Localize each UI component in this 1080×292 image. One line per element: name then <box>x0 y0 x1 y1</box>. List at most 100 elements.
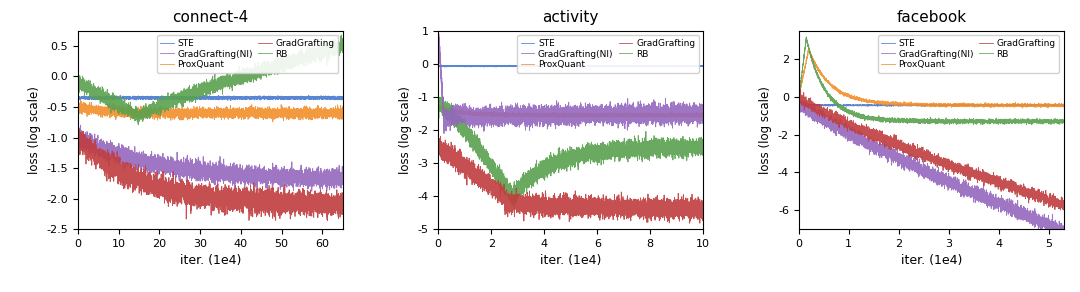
STE <box>1027 103 1040 107</box>
GradGrafting <box>684 221 697 225</box>
GradGrafting <box>1027 194 1040 198</box>
GradGrafting <box>1057 204 1070 207</box>
GradGrafting <box>897 151 910 154</box>
Line: GradGrafting(NI): GradGrafting(NI) <box>78 125 342 191</box>
GradGrafting(NI) <box>308 185 321 188</box>
RB <box>336 40 349 44</box>
RB <box>800 35 813 39</box>
ProxQuant <box>683 113 696 117</box>
RB <box>963 119 976 122</box>
Line: ProxQuant: ProxQuant <box>78 100 342 122</box>
RB <box>95 89 108 92</box>
GradGrafting(NI) <box>683 109 696 112</box>
STE <box>918 105 931 108</box>
RB <box>912 121 924 124</box>
GradGrafting <box>794 88 807 91</box>
GradGrafting <box>156 184 168 187</box>
GradGrafting(NI) <box>432 22 445 25</box>
ProxQuant <box>95 112 108 115</box>
STE <box>225 99 238 102</box>
X-axis label: iter. (1e4): iter. (1e4) <box>901 255 962 267</box>
GradGrafting(NI) <box>484 115 497 119</box>
RB <box>838 109 851 112</box>
STE <box>308 96 321 99</box>
GradGrafting(NI) <box>306 190 319 193</box>
Legend: STE, GradGrafting(NI), ProxQuant, GradGrafting, RB: STE, GradGrafting(NI), ProxQuant, GradGr… <box>878 35 1059 73</box>
STE <box>838 104 851 107</box>
STE <box>200 96 213 100</box>
STE <box>227 97 240 100</box>
STE <box>793 101 806 105</box>
RB <box>683 146 696 149</box>
Y-axis label: loss (log scale): loss (log scale) <box>399 86 411 174</box>
GradGrafting <box>434 135 447 138</box>
GradGrafting <box>447 161 460 165</box>
RB <box>335 33 348 37</box>
RB <box>132 123 145 126</box>
Title: connect-4: connect-4 <box>172 10 248 25</box>
Line: STE: STE <box>438 65 703 67</box>
GradGrafting(NI) <box>1010 216 1023 220</box>
ProxQuant <box>443 108 456 111</box>
GradGrafting <box>683 209 696 213</box>
GradGrafting(NI) <box>327 178 340 181</box>
GradGrafting(NI) <box>443 119 456 122</box>
GradGrafting <box>443 150 456 154</box>
GradGrafting(NI) <box>838 131 851 135</box>
STE <box>484 65 497 68</box>
ProxQuant <box>1057 103 1070 107</box>
Line: STE: STE <box>78 95 342 101</box>
GradGrafting <box>321 219 334 223</box>
STE <box>71 95 84 98</box>
RB <box>227 81 240 84</box>
GradGrafting <box>562 211 575 215</box>
GradGrafting(NI) <box>963 191 976 194</box>
GradGrafting(NI) <box>1057 230 1070 233</box>
Line: RB: RB <box>438 96 703 207</box>
ProxQuant <box>433 107 446 111</box>
GradGrafting <box>838 122 851 125</box>
ProxQuant <box>267 120 280 124</box>
GradGrafting(NI) <box>433 50 446 54</box>
ProxQuant <box>75 99 87 102</box>
GradGrafting(NI) <box>912 163 924 167</box>
GradGrafting <box>793 91 806 95</box>
Line: RB: RB <box>799 37 1064 125</box>
RB <box>71 83 84 86</box>
GradGrafting <box>308 197 321 201</box>
RB <box>562 159 575 163</box>
GradGrafting(NI) <box>448 120 461 124</box>
Line: GradGrafting(NI): GradGrafting(NI) <box>438 23 703 133</box>
STE <box>503 63 516 67</box>
ProxQuant <box>433 104 446 107</box>
STE <box>897 104 910 107</box>
GradGrafting <box>227 194 240 197</box>
ProxQuant <box>912 103 924 106</box>
STE <box>95 96 108 100</box>
STE <box>793 100 806 104</box>
Y-axis label: loss (log scale): loss (log scale) <box>759 86 772 174</box>
RB <box>432 94 445 98</box>
ProxQuant <box>963 103 976 106</box>
GradGrafting <box>433 145 446 149</box>
RB <box>897 118 910 121</box>
GradGrafting <box>432 147 445 150</box>
STE <box>443 65 456 68</box>
ProxQuant <box>793 96 806 100</box>
ProxQuant <box>327 113 340 116</box>
GradGrafting(NI) <box>71 139 84 142</box>
ProxQuant <box>200 112 213 116</box>
GradGrafting(NI) <box>336 175 349 178</box>
STE <box>562 65 575 68</box>
GradGrafting(NI) <box>897 162 910 166</box>
STE <box>336 97 349 100</box>
Title: facebook: facebook <box>896 10 967 25</box>
ProxQuant <box>156 111 168 115</box>
STE <box>156 96 168 99</box>
ProxQuant <box>897 102 910 106</box>
RB <box>447 114 460 118</box>
ProxQuant <box>1010 103 1023 107</box>
STE <box>963 103 976 107</box>
RB <box>1057 120 1070 123</box>
ProxQuant <box>697 114 710 117</box>
